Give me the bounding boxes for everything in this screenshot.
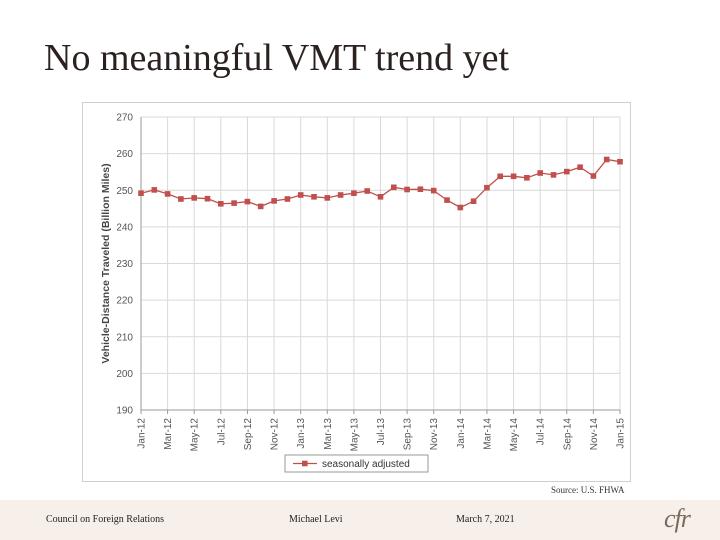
x-tick-label: Sep-14	[562, 418, 573, 451]
y-tick-label: 200	[116, 369, 133, 380]
data-point	[404, 186, 410, 193]
y-tick-label: 210	[116, 332, 133, 343]
data-point	[510, 173, 517, 180]
x-tick-label: Jul-13	[376, 418, 387, 446]
data-point	[550, 172, 557, 178]
data-point	[430, 187, 437, 194]
data-point	[257, 203, 264, 210]
x-tick-label: Nov-14	[589, 418, 600, 451]
x-tick-label: May-13	[349, 418, 360, 452]
legend-swatch-marker	[302, 460, 308, 467]
footer-organization: Council on Foreign Relations	[46, 514, 165, 525]
x-tick-label: Nov-12	[270, 418, 281, 451]
data-point	[164, 191, 171, 197]
x-tick-label: Jan-13	[296, 418, 307, 449]
data-point	[377, 194, 384, 200]
data-point	[603, 156, 610, 163]
data-point	[151, 187, 158, 193]
data-point	[444, 197, 450, 203]
data-point	[524, 175, 530, 181]
x-tick-label: Sep-13	[403, 418, 414, 451]
data-point	[311, 194, 317, 200]
x-tick-label: May-12	[190, 418, 201, 452]
x-tick-label: May-14	[509, 418, 520, 452]
data-point	[617, 158, 623, 165]
data-point	[191, 195, 197, 201]
data-point	[284, 196, 291, 202]
grid-layer	[140, 116, 621, 411]
vmt-line-chart: 190 200 210 220 230 240 250 260 270 Jan-12 Mar-12 M…	[100, 113, 627, 473]
x-tick-label: Nov-13	[429, 418, 440, 451]
footer-date: March 7, 2021	[456, 514, 515, 525]
data-point	[457, 204, 464, 211]
footer-bar: Council on Foreign Relations Michael Lev…	[0, 500, 720, 540]
x-tick-label: Mar-12	[163, 418, 174, 450]
legend-label: seasonally adjusted	[322, 459, 410, 470]
y-tick-label: 270	[116, 113, 133, 124]
data-point	[231, 200, 237, 206]
y-tick-label: 240	[116, 222, 133, 233]
footer-author: Michael Levi	[289, 514, 343, 525]
slide-title: No meaningful VMT trend yet	[44, 37, 510, 79]
x-tick-label: Jan-15	[616, 418, 627, 449]
data-point	[324, 195, 331, 201]
data-point	[470, 198, 477, 204]
data-point	[138, 190, 144, 196]
chart-frame: 190 200 210 220 230 240 250 260 270 Jan-12 Mar-12 M…	[82, 102, 631, 482]
x-tick-label: Sep-12	[243, 418, 254, 451]
x-tick-label: Jan-14	[456, 418, 467, 449]
y-axis-label: Vehicle-Distance Traveled (Billion Miles…	[100, 163, 112, 363]
data-point	[244, 198, 251, 205]
data-point	[364, 188, 370, 194]
source-note: Source: U.S. FHWA	[551, 485, 625, 495]
data-point	[391, 184, 397, 191]
cfr-logo: cfr	[664, 504, 691, 533]
data-point	[590, 173, 597, 179]
axis-layer: 190 200 210 220 230 240 250 260 270 Jan-12 Mar-12 M…	[100, 113, 627, 452]
x-tick-label: Jul-12	[216, 418, 227, 446]
data-point	[178, 196, 184, 202]
data-point	[497, 173, 503, 180]
data-point	[537, 170, 543, 176]
data-point	[204, 195, 211, 202]
x-tick-label: Mar-13	[323, 418, 334, 450]
series-layer	[138, 156, 623, 211]
data-point	[337, 192, 344, 198]
y-tick-label: 220	[116, 296, 133, 307]
data-point	[271, 198, 277, 204]
y-tick-label: 190	[116, 406, 133, 417]
x-tick-label: Mar-14	[482, 418, 493, 450]
x-tick-label: Jul-14	[536, 418, 547, 446]
legend-box	[284, 454, 429, 473]
data-point	[417, 186, 424, 192]
x-tick-label: Jan-12	[137, 418, 148, 449]
y-tick-label: 260	[116, 149, 133, 160]
data-point	[218, 201, 224, 207]
y-tick-label: 230	[116, 259, 133, 270]
y-tick-label: 250	[116, 186, 133, 197]
data-point	[484, 184, 490, 191]
data-point	[297, 192, 304, 198]
data-point	[577, 164, 583, 170]
data-point	[564, 168, 570, 175]
legend-layer: seasonally adjusted	[284, 454, 429, 473]
data-point	[351, 190, 357, 196]
